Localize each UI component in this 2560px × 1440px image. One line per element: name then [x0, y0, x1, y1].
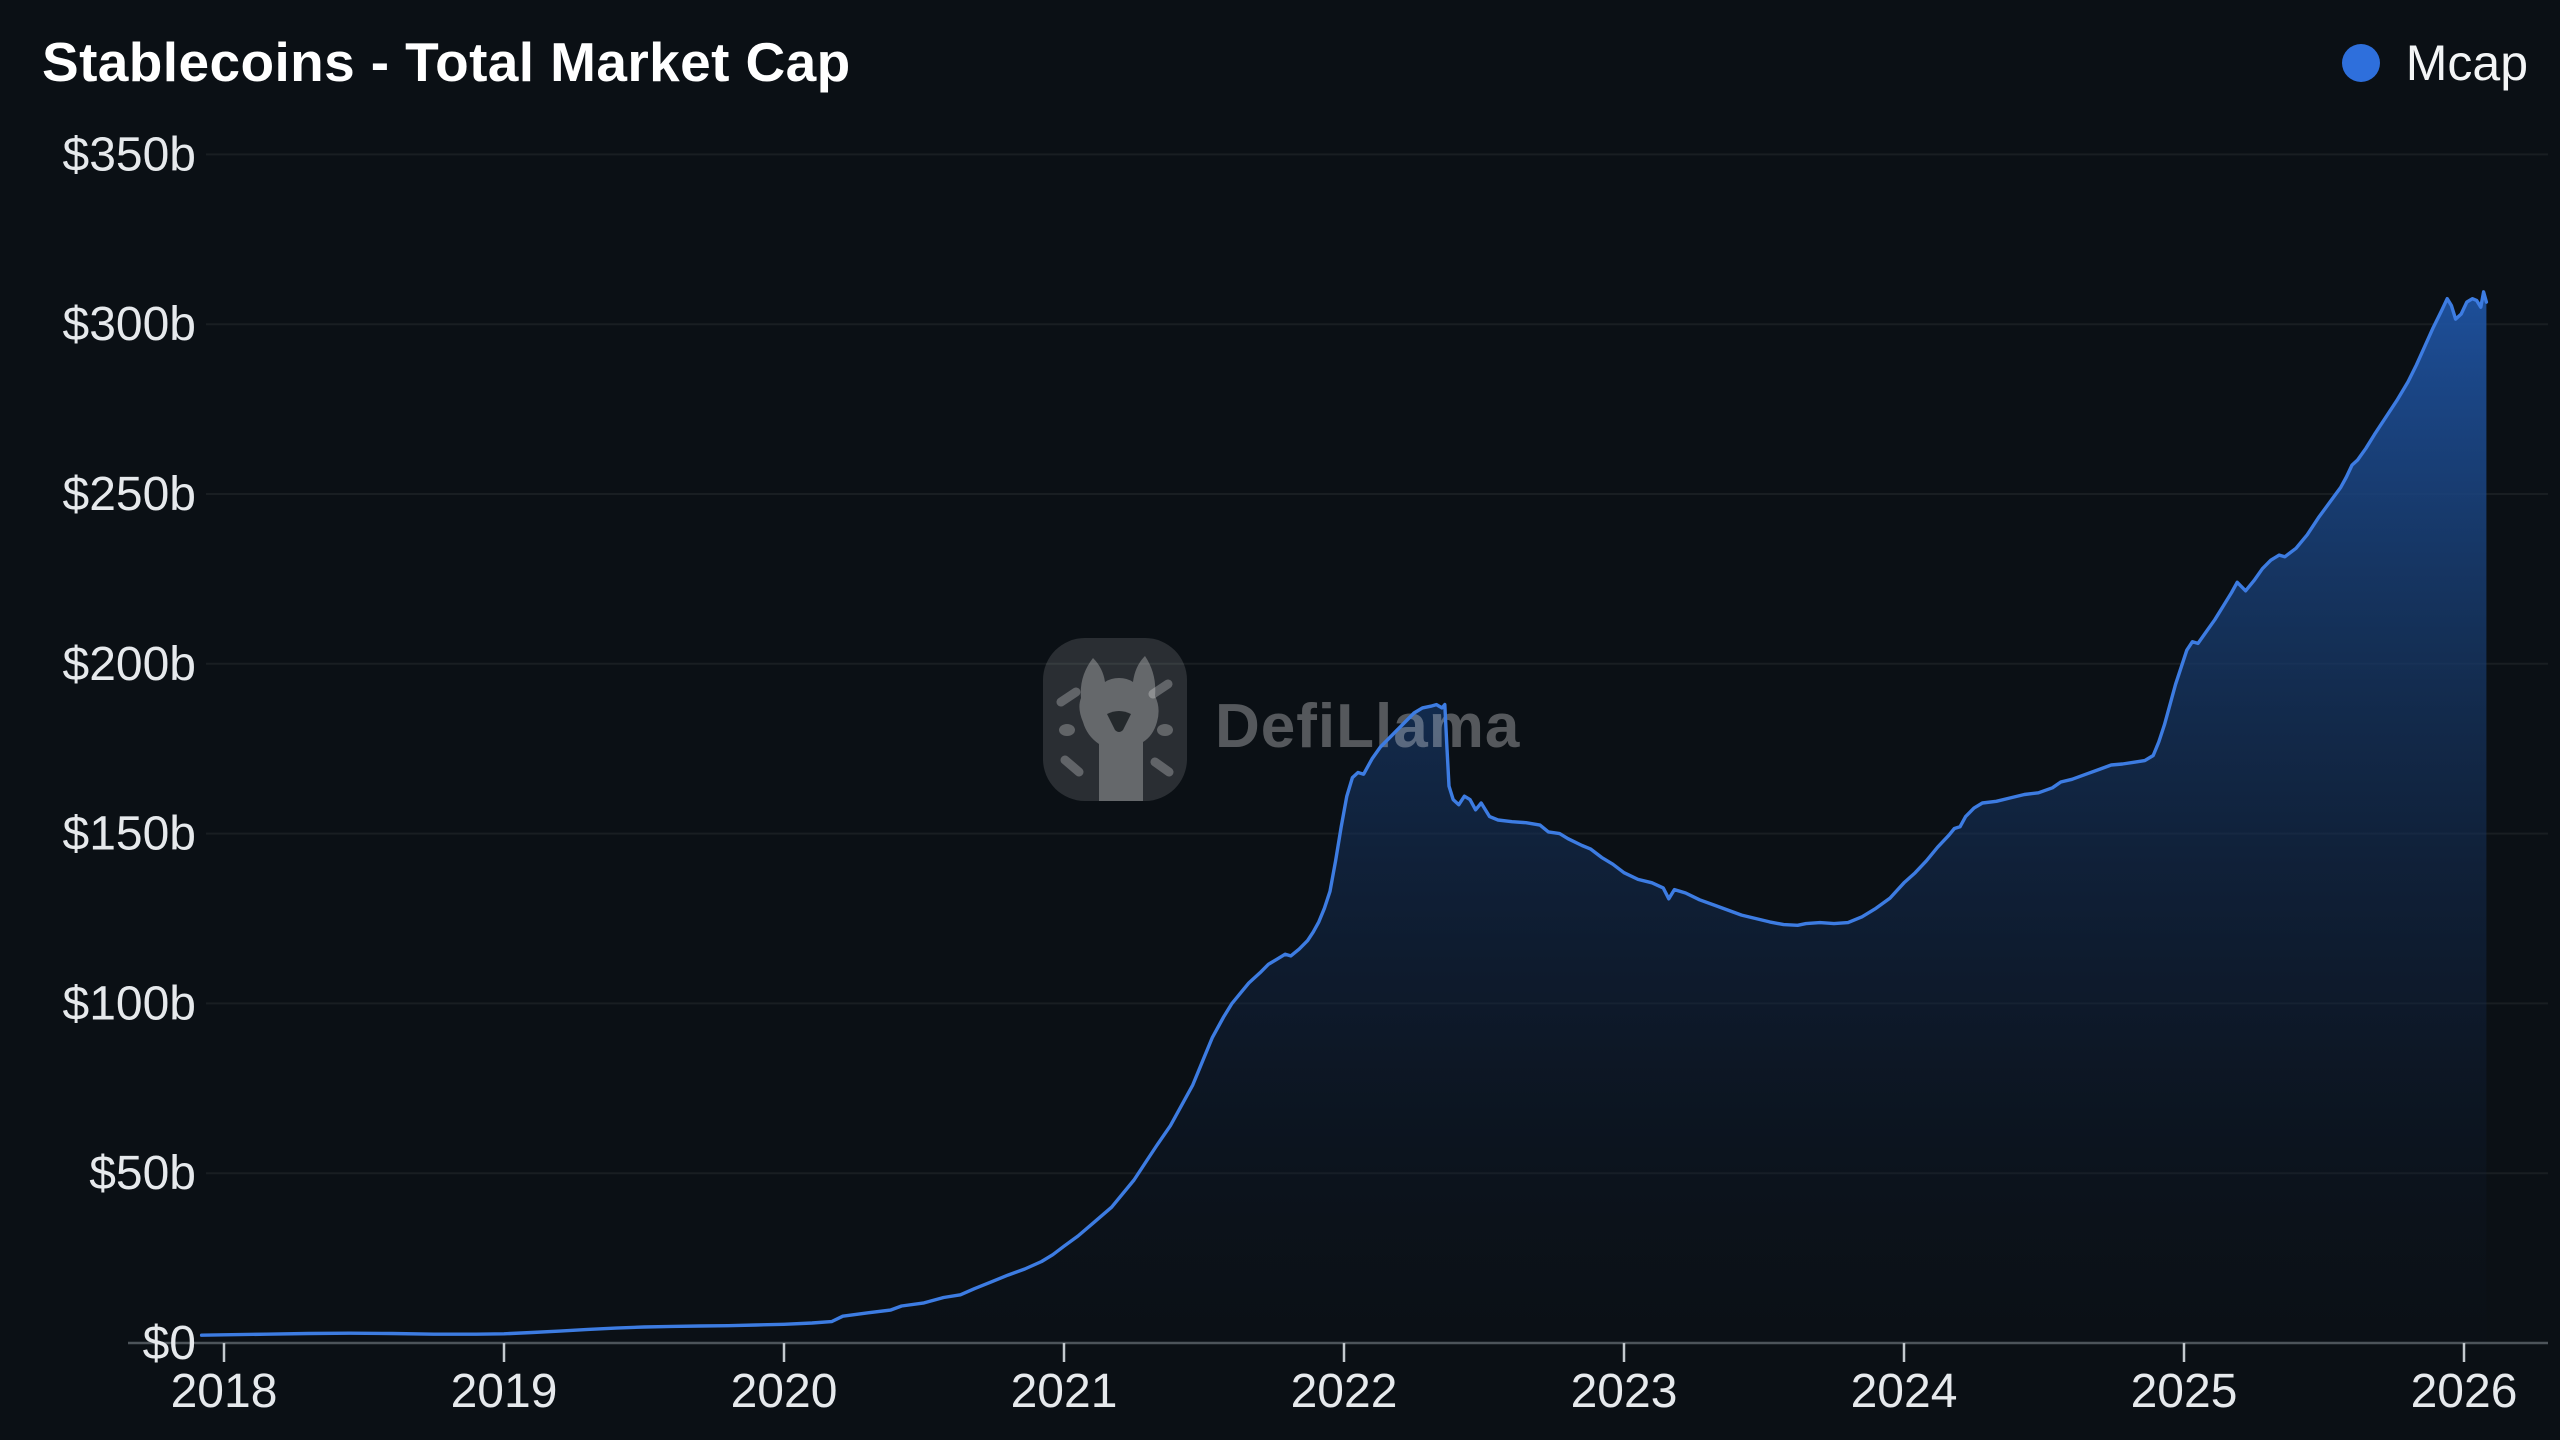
x-axis-labels: 2018 2019 2020 2021 2022 2023 2024 2025 2026 [171, 1365, 2518, 1418]
y-axis-labels: $0 $50b $100b $150b $200b $250b $300b $350b [63, 128, 196, 1370]
y-axis-label: $200b [63, 638, 196, 691]
x-axis-label: 2021 [1011, 1365, 1118, 1418]
legend-dot-icon [2341, 44, 2380, 82]
watermark-text: DefiLlama [1215, 692, 1520, 761]
y-axis-label: $100b [63, 977, 196, 1030]
y-axis-label: $300b [63, 298, 196, 351]
x-axis-label: 2024 [1851, 1365, 1958, 1418]
x-axis-label: 2025 [2131, 1365, 2238, 1418]
legend-label: Mcap [2405, 35, 2528, 91]
y-axis-label: $250b [63, 468, 196, 521]
x-axis-label: 2026 [2411, 1365, 2518, 1418]
x-axis-label: 2020 [731, 1365, 838, 1418]
x-axis-label: 2019 [451, 1365, 558, 1418]
x-axis-label: 2023 [1571, 1365, 1678, 1418]
y-axis-label: $350b [63, 128, 196, 181]
mcap-line [199, 290, 2489, 1337]
legend-item-mcap[interactable]: Mcap [2341, 34, 2528, 92]
x-axis-label: 2018 [171, 1365, 278, 1418]
sparkle-icons [1056, 679, 1174, 777]
page-title: Stablecoins - Total Market Cap [42, 31, 851, 93]
y-axis-label: $150b [63, 808, 196, 861]
y-axis-label: $50b [89, 1147, 196, 1200]
defillama-watermark: DefiLlama [1043, 638, 1520, 801]
x-axis-ticks [222, 1343, 2466, 1362]
x-axis-label: 2022 [1291, 1365, 1398, 1418]
y-axis-label: $0 [143, 1317, 196, 1370]
llama-nose [1107, 711, 1131, 732]
sparkle-dots [1059, 724, 1173, 736]
